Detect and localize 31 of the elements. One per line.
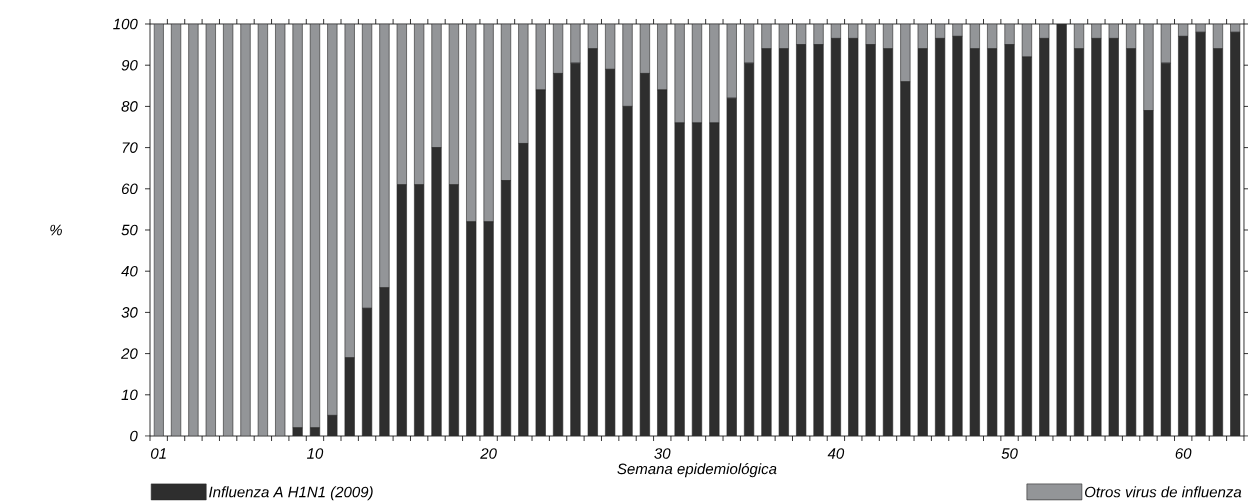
y-tick-label: 40 [121, 265, 138, 277]
x-axis-title: Semana epidemiológica [617, 463, 777, 478]
bar [1056, 24, 1067, 436]
y-tick-label: 30 [121, 307, 138, 318]
y-tick-label: 0 [130, 430, 138, 442]
bar [205, 24, 216, 436]
legend-label: Otros virus de influenza [1085, 486, 1242, 498]
bar [257, 24, 268, 436]
x-tick-label: 10 [307, 448, 324, 459]
bar [153, 24, 164, 436]
bar [275, 24, 286, 436]
x-tick-label: 60 [1175, 448, 1192, 459]
x-tick-label: 20 [480, 448, 497, 459]
y-tick-label: 90 [121, 59, 138, 71]
bar [223, 24, 234, 436]
x-tick-label: 01 [151, 448, 166, 459]
y-tick-label: 20 [121, 348, 138, 359]
legend-label: Influenza A H1N1 (2009) [209, 486, 373, 501]
x-tick-label: 30 [654, 448, 671, 459]
x-tick-label: 40 [827, 448, 845, 459]
x-tick-label: 50 [1001, 448, 1018, 459]
y-tick-label: 100 [113, 18, 138, 30]
bar [188, 24, 199, 436]
y-tick-label: 50 [121, 224, 138, 236]
y-tick-label: 10 [121, 389, 138, 401]
y-tick-label: 60 [121, 183, 138, 195]
y-tick-label: 80 [121, 101, 138, 112]
bar [170, 24, 182, 436]
y-axis-title: % [50, 224, 62, 236]
y-tick-label: 70 [122, 142, 138, 153]
bar [240, 24, 251, 436]
